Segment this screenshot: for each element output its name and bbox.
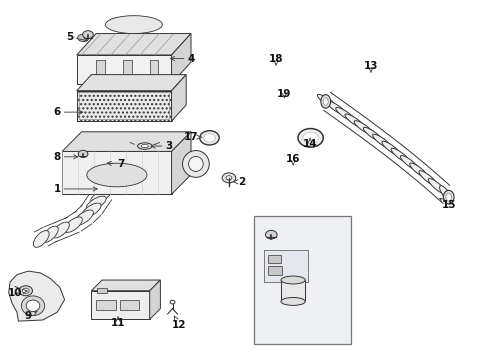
Ellipse shape [400,156,418,170]
Bar [267,255,281,263]
Ellipse shape [141,144,148,148]
Circle shape [200,131,219,145]
Ellipse shape [445,193,451,201]
Bar [91,291,149,319]
Ellipse shape [381,141,400,156]
Ellipse shape [81,203,101,218]
Ellipse shape [335,108,354,121]
Polygon shape [91,280,160,291]
Ellipse shape [188,157,203,171]
Text: 10: 10 [8,288,27,297]
Bar [96,60,105,80]
Ellipse shape [75,210,93,225]
Bar [254,216,351,344]
Bar [281,280,305,301]
Ellipse shape [281,276,305,284]
Circle shape [19,286,32,296]
Ellipse shape [427,179,445,194]
Ellipse shape [86,163,147,187]
Text: 9: 9 [24,311,37,321]
Text: 4: 4 [170,54,194,64]
Bar [77,91,171,121]
Text: 5: 5 [66,32,87,42]
Ellipse shape [326,101,346,115]
Ellipse shape [363,127,382,141]
Text: 12: 12 [171,316,186,330]
Ellipse shape [372,134,391,149]
Bar [122,60,131,80]
Ellipse shape [439,185,452,203]
Ellipse shape [86,196,106,210]
Ellipse shape [26,300,40,311]
Polygon shape [9,271,64,321]
Circle shape [170,300,175,304]
Ellipse shape [21,296,44,316]
Circle shape [265,230,277,239]
Ellipse shape [443,190,453,204]
Text: 11: 11 [111,317,125,328]
Polygon shape [171,132,191,194]
Bar [264,249,307,282]
Circle shape [203,134,215,142]
Ellipse shape [52,222,69,238]
Polygon shape [171,75,186,121]
Ellipse shape [281,297,305,305]
Text: 14: 14 [302,139,317,149]
Bar [119,300,139,310]
Text: 3: 3 [151,141,172,151]
Bar [62,152,171,194]
Ellipse shape [317,94,336,108]
Text: 6: 6 [54,107,82,117]
Polygon shape [77,75,186,91]
Circle shape [82,31,93,39]
Text: 8: 8 [54,152,78,162]
Ellipse shape [390,148,409,163]
Ellipse shape [105,16,162,33]
Bar [96,300,116,310]
Polygon shape [77,55,171,84]
Ellipse shape [320,95,330,108]
Ellipse shape [418,171,436,186]
Ellipse shape [182,150,209,177]
Circle shape [22,288,29,293]
Ellipse shape [137,143,152,149]
Circle shape [78,34,87,41]
Circle shape [78,150,88,157]
Text: 7: 7 [107,159,124,169]
Text: 19: 19 [277,89,291,99]
Text: 15: 15 [439,198,455,210]
Circle shape [222,173,235,183]
Bar [97,288,107,293]
Circle shape [297,129,323,147]
Polygon shape [77,33,191,55]
Circle shape [225,176,231,180]
Polygon shape [171,33,191,84]
Circle shape [302,132,318,144]
Bar [79,93,169,119]
Ellipse shape [41,226,58,243]
Bar [149,60,158,80]
Ellipse shape [323,98,327,105]
Polygon shape [62,132,191,152]
Text: 2: 2 [233,177,245,187]
Ellipse shape [64,217,82,233]
Bar [267,266,282,275]
Polygon shape [149,280,160,319]
Ellipse shape [353,121,373,135]
Ellipse shape [91,189,111,203]
Text: 13: 13 [363,61,377,72]
Ellipse shape [344,114,364,128]
Text: 1: 1 [54,184,97,194]
Text: 17: 17 [183,132,202,142]
Ellipse shape [409,163,427,178]
Text: 16: 16 [285,154,300,165]
Text: 18: 18 [268,54,283,65]
Ellipse shape [33,230,49,247]
